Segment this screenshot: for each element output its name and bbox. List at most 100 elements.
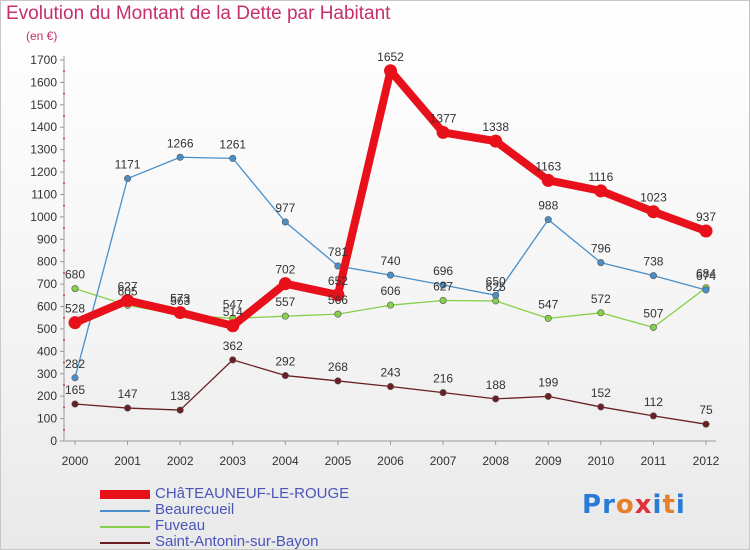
y-tick-label: 1200 [30, 165, 57, 179]
x-tick-label: 2007 [430, 454, 457, 468]
data-point [229, 154, 237, 162]
x-tick-label: 2001 [114, 454, 141, 468]
y-tick-label: 900 [37, 232, 57, 246]
data-label: 268 [328, 360, 348, 374]
data-label: 572 [591, 292, 611, 306]
data-point [331, 288, 345, 302]
data-label: 738 [643, 255, 663, 269]
y-tick-label: 700 [37, 277, 57, 291]
data-point [649, 323, 657, 331]
y-tick-label: 400 [37, 344, 57, 358]
data-label: 977 [275, 201, 295, 215]
data-label: 696 [433, 264, 453, 278]
data-label: 557 [275, 295, 295, 309]
y-tick-label: 1000 [30, 210, 57, 224]
data-label: 563 [170, 294, 190, 308]
y-minor-dot [63, 316, 65, 319]
data-label: 796 [591, 242, 611, 256]
data-label: 1163 [535, 159, 561, 173]
data-point [281, 312, 289, 320]
data-label: 1338 [482, 120, 509, 134]
x-tick-label: 2003 [219, 454, 246, 468]
y-minor-dot [63, 182, 65, 185]
y-minor-dot [63, 383, 65, 386]
data-point [597, 403, 605, 411]
data-point [702, 420, 710, 428]
data-label: 1652 [377, 50, 404, 64]
y-minor-dot [63, 294, 65, 297]
y-tick-label: 1500 [30, 98, 57, 112]
y-tick-label: 1600 [30, 75, 57, 89]
legend-label: Beaurecueil [155, 501, 235, 518]
y-tick-label: 1400 [30, 120, 57, 134]
x-tick-label: 2008 [482, 454, 509, 468]
y-tick-label: 800 [37, 255, 57, 269]
data-label: 740 [380, 254, 400, 268]
y-tick-label: 0 [50, 434, 57, 448]
y-minor-dot [63, 137, 65, 140]
x-tick-label: 2002 [167, 454, 194, 468]
data-label: 1266 [167, 136, 194, 150]
legend-swatch [100, 542, 150, 544]
data-label: 514 [223, 305, 243, 319]
legend-label: Saint-Antonin-sur-Bayon [155, 533, 319, 550]
data-label: 362 [223, 339, 243, 353]
logo-letter: r [602, 490, 616, 520]
y-minor-dot [63, 204, 65, 207]
data-point [544, 314, 552, 322]
data-point [646, 205, 660, 219]
x-tick-label: 2000 [62, 454, 89, 468]
data-label: 165 [65, 383, 85, 397]
y-tick-label: 100 [37, 412, 57, 426]
logo-letter: i [675, 490, 686, 520]
y-minor-dot [63, 227, 65, 230]
data-label: 547 [223, 297, 243, 311]
x-tick-label: 2006 [377, 454, 404, 468]
data-point [334, 310, 342, 318]
x-tick-label: 2012 [693, 454, 720, 468]
data-point [281, 218, 289, 226]
y-tick-label: 1100 [31, 187, 57, 201]
data-label: 1116 [588, 170, 613, 184]
data-label: 138 [170, 389, 190, 403]
proxiti-logo: Proxiti [582, 490, 686, 520]
data-label: 702 [275, 263, 295, 277]
logo-letter: P [582, 490, 603, 520]
x-tick-label: 2010 [587, 454, 614, 468]
data-label: 674 [696, 269, 716, 283]
y-minor-dot [63, 92, 65, 95]
data-label: 147 [118, 387, 138, 401]
data-point [176, 153, 184, 161]
data-label: 1171 [115, 158, 141, 172]
y-minor-dot [63, 115, 65, 118]
data-point [386, 301, 394, 309]
data-label: 627 [118, 279, 138, 293]
data-point [226, 319, 240, 333]
y-minor-dot [63, 159, 65, 162]
data-point [71, 374, 79, 382]
y-tick-label: 300 [37, 367, 57, 381]
y-tick-label: 600 [37, 300, 57, 314]
y-tick-label: 1700 [30, 53, 57, 67]
data-point [489, 134, 503, 148]
data-point [384, 64, 397, 78]
data-point [597, 309, 605, 317]
data-label: 937 [696, 210, 716, 224]
data-point [439, 296, 447, 304]
y-minor-dot [63, 406, 65, 409]
chart-title: Evolution du Montant de la Dette par Hab… [6, 3, 391, 24]
chart-subtitle: (en €) [26, 29, 58, 43]
data-label: 650 [486, 274, 506, 288]
logo-letter: o [615, 490, 635, 520]
data-point [492, 395, 500, 403]
data-label: 1261 [219, 137, 246, 151]
y-minor-dot [63, 339, 65, 342]
data-point [597, 259, 605, 267]
data-label: 216 [433, 372, 453, 386]
data-point [278, 277, 292, 291]
data-label: 243 [380, 366, 400, 380]
data-point [124, 175, 132, 183]
data-label: 573 [170, 292, 190, 306]
data-label: 988 [538, 199, 558, 213]
